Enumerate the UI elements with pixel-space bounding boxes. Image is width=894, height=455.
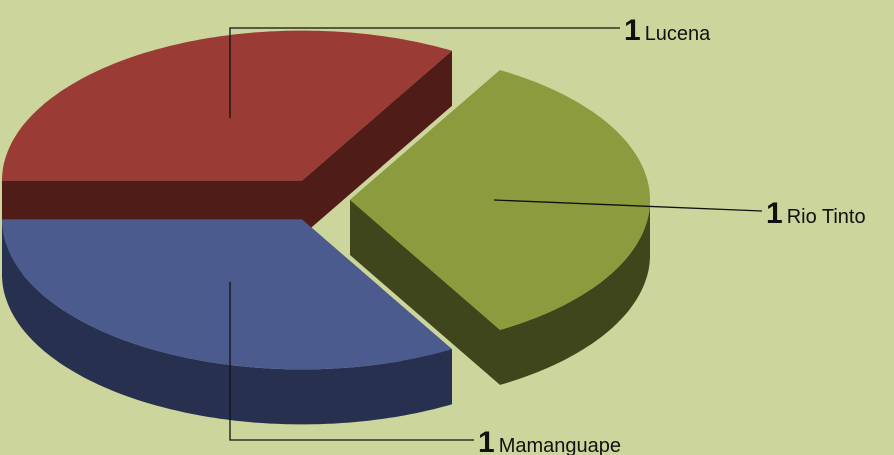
category-label: Rio Tinto [787, 206, 866, 228]
slice-cut-face [350, 200, 500, 385]
slice-wall [500, 200, 650, 385]
category-label: Mamanguape [499, 435, 621, 455]
value-label: 1 [766, 197, 783, 230]
value-label: 1 [624, 14, 641, 47]
leader-line [493, 199, 763, 212]
leader-line [229, 281, 474, 441]
slice-label: 1 Mamanguape [478, 426, 621, 455]
slice-top [2, 219, 452, 370]
slice-wall [2, 219, 452, 425]
value-label: 1 [478, 426, 495, 455]
pie-slice [2, 219, 452, 425]
leader-line [229, 27, 620, 119]
slice-cut-face [302, 50, 452, 236]
category-label: Lucena [645, 23, 711, 45]
slice-label: 1 Rio Tinto [766, 197, 866, 230]
slice-label: 1 Lucena [624, 14, 711, 47]
slice-top [2, 30, 452, 181]
